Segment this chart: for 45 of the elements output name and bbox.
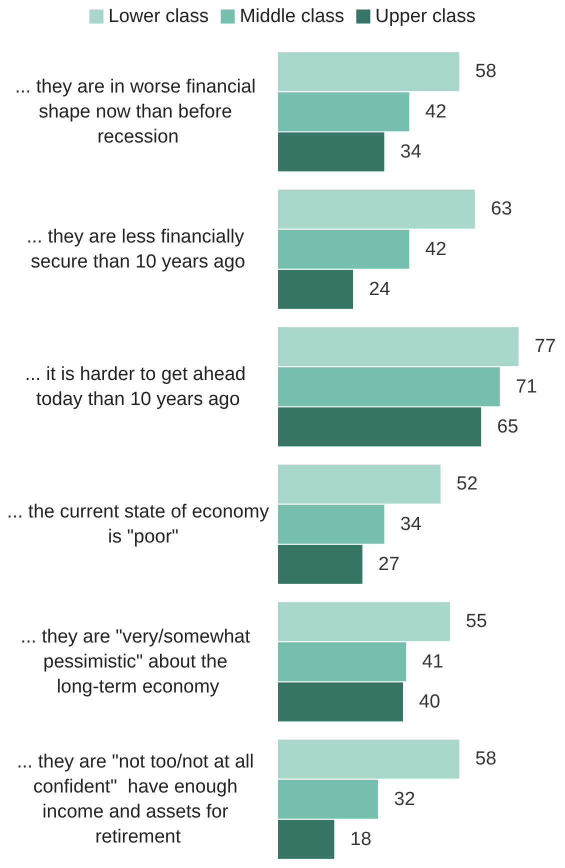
- bar: [278, 407, 482, 446]
- y-tick-label: ... they are less financially secure than 10 years ago: [26, 226, 250, 272]
- bar: [278, 367, 500, 406]
- data-label: 18: [350, 828, 372, 850]
- bar: [278, 682, 403, 722]
- data-label: 42: [425, 101, 446, 122]
- legend-label: Lower class: [108, 6, 209, 27]
- bar: [278, 780, 378, 819]
- data-label: 41: [422, 651, 444, 672]
- data-label: 71: [516, 376, 538, 398]
- data-label: 65: [497, 416, 518, 438]
- data-label: 34: [400, 141, 422, 162]
- bar: [278, 602, 450, 642]
- legend-label: Middle class: [240, 6, 344, 27]
- bar: [278, 52, 460, 92]
- y-tick-label: ... it is harder to get ahead today than 10 years ago: [24, 364, 252, 410]
- data-label: 55: [466, 611, 488, 632]
- y-tick-label: ... the current state of economy is "poor": [7, 501, 270, 548]
- bar: [278, 132, 384, 172]
- bar: [278, 642, 406, 682]
- data-label: 58: [475, 61, 496, 82]
- data-label: 42: [425, 238, 446, 260]
- y-tick-label: ... they are "very/somewhat pessimistic" about the long-term economy: [20, 626, 256, 698]
- legend-label: Upper class: [375, 6, 476, 27]
- data-label: 77: [534, 336, 556, 358]
- bar: [278, 92, 410, 132]
- data-label: 52: [456, 474, 478, 495]
- data-label: 34: [400, 514, 422, 535]
- data-label: 63: [490, 198, 512, 220]
- data-label: 40: [419, 691, 440, 712]
- bar: [278, 464, 440, 504]
- bar: [278, 544, 362, 584]
- data-label: 58: [475, 748, 496, 770]
- bar: [278, 820, 334, 859]
- data-label: 32: [394, 788, 416, 810]
- bar: [278, 504, 384, 544]
- data-label: 27: [378, 554, 400, 575]
- bar: [278, 270, 353, 309]
- bar: [278, 740, 460, 779]
- bar: [278, 190, 475, 229]
- y-tick-label: ... they are in worse financial shape now than before recession: [14, 76, 262, 148]
- bar: [278, 230, 410, 269]
- data-label: 24: [369, 278, 391, 300]
- y-tick-label: ... they are "not too/not at all confident" have enough income and assets for retirement: [16, 751, 260, 848]
- bar: [278, 327, 519, 366]
